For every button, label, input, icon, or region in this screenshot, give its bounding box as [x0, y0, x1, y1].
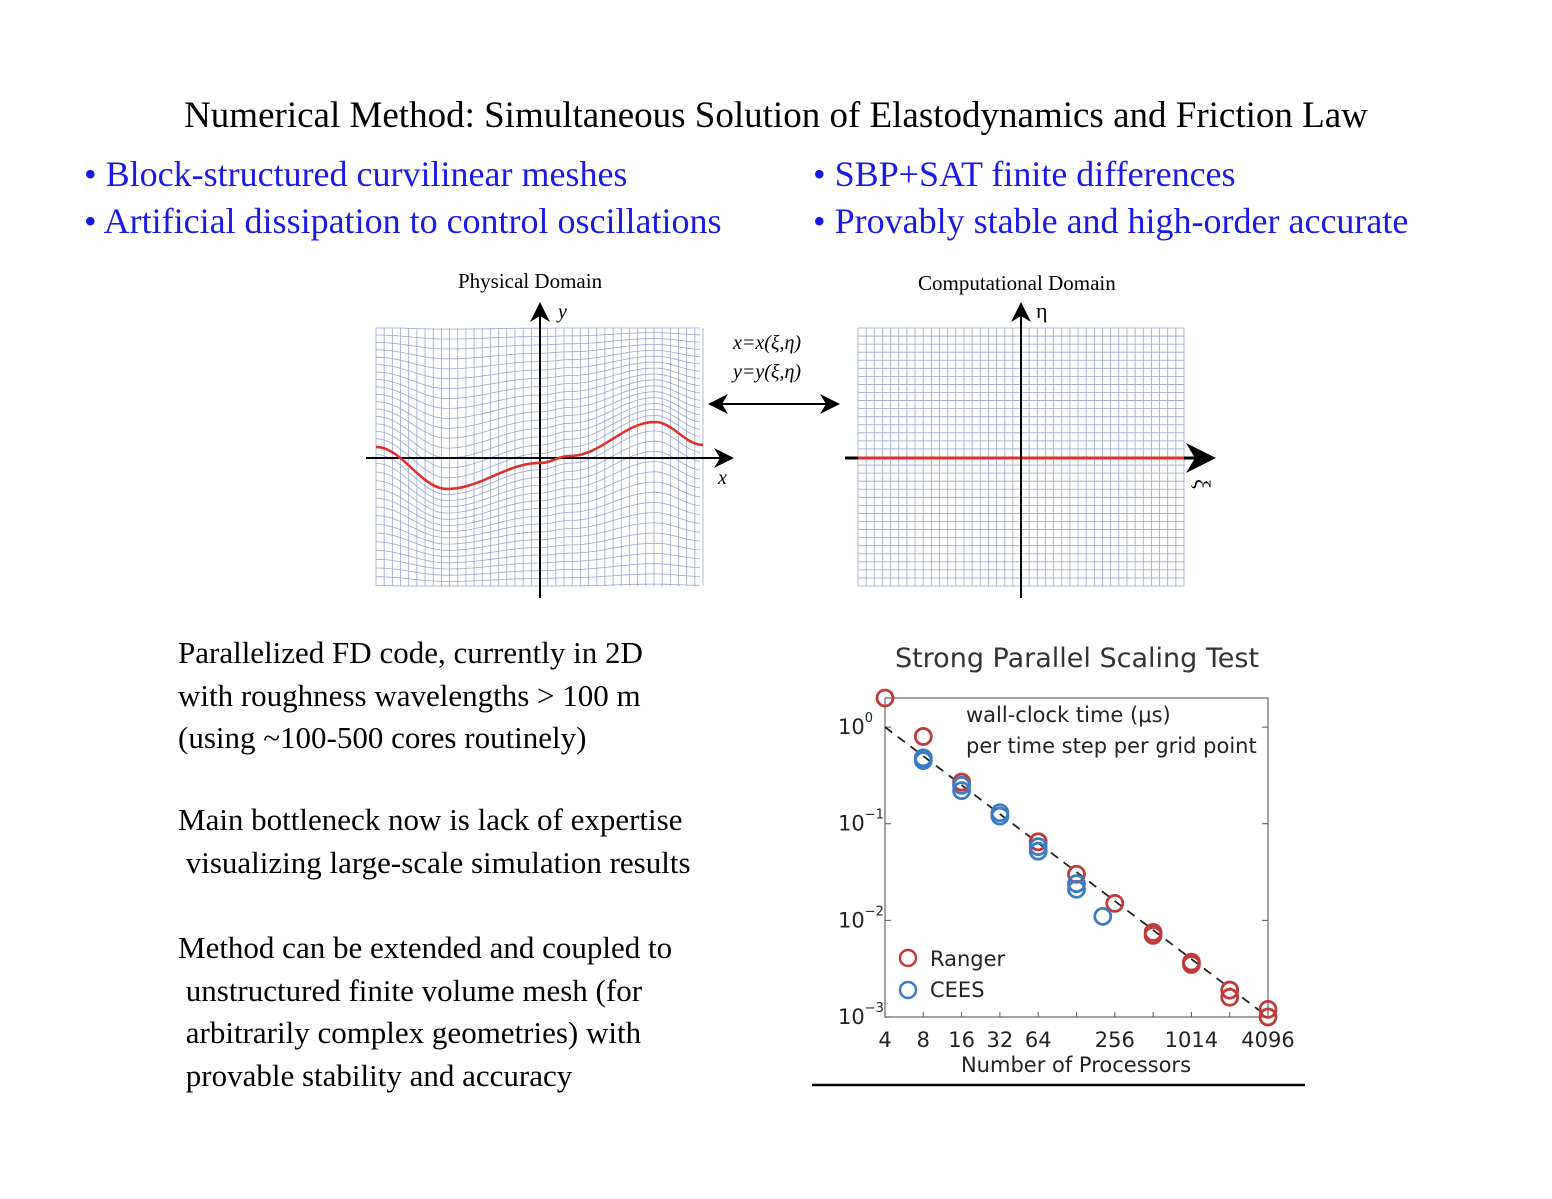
- point-cees: [1093, 906, 1113, 926]
- y-axis-label: y: [556, 301, 567, 323]
- grid-line-curvilinear: [376, 553, 701, 570]
- eta-axis-label: η: [1036, 298, 1048, 323]
- x-tick-label: 8: [917, 1028, 930, 1052]
- grid-line-curvilinear: [375, 338, 701, 350]
- xi-axis-label: ξ: [1190, 479, 1215, 489]
- y-tick-label: 10−2: [838, 904, 884, 932]
- grid-line-curvilinear: [375, 481, 701, 526]
- fit-line: [884, 726, 1269, 1018]
- grid-line-curvilinear: [375, 522, 701, 551]
- point-ranger: [913, 727, 933, 746]
- x-tick-label: 1014: [1165, 1028, 1218, 1052]
- legend-label-ranger: Ranger: [930, 947, 1006, 971]
- grid-line-curvilinear: [375, 344, 701, 360]
- grid-line-curvilinear: [376, 583, 700, 587]
- grid-line-curvilinear: [375, 430, 701, 495]
- grid-line-curvilinear: [376, 563, 701, 576]
- grid-line-curvilinear: [375, 450, 701, 508]
- grid-line-curvilinear: [375, 471, 701, 520]
- point-ranger: [1181, 955, 1201, 974]
- x-tick-label: 256: [1095, 1028, 1135, 1052]
- grid-line-curvilinear: [375, 391, 701, 439]
- physical-curvilinear-grid: [375, 327, 704, 587]
- bullet-sbp-sat: • SBP+SAT finite differences: [813, 154, 1236, 194]
- x-axis-label: x: [717, 467, 727, 489]
- grid-line-curvilinear: [375, 367, 701, 399]
- grid-line-curvilinear: [375, 349, 701, 370]
- x-tick-label: 16: [948, 1028, 975, 1052]
- bullet-stable: • Provably stable and high-order accurat…: [813, 201, 1409, 241]
- point-ranger: [1258, 999, 1278, 1019]
- grid-line-curvilinear: [375, 409, 701, 469]
- x-axis-title: Number of Processors: [961, 1053, 1191, 1077]
- grid-line-curvilinear: [375, 414, 701, 479]
- point-ranger: [875, 688, 895, 708]
- point-ranger: [1105, 893, 1125, 913]
- point-cees: [913, 751, 933, 771]
- mapping-y: y=y(ξ,η): [731, 361, 801, 383]
- paragraph-parallel-code: Parallelized FD code, currently in 2D wi…: [178, 635, 643, 755]
- grid-line-curvilinear: [375, 532, 701, 557]
- y-tick-label: 10−1: [838, 808, 884, 836]
- point-ranger: [1143, 925, 1163, 945]
- grid-line-curvilinear: [376, 542, 701, 564]
- scaling-chart: Strong Parallel Scaling Test 4 8 16 32 64 256…: [812, 643, 1305, 1087]
- grid-line-curvilinear: [375, 491, 701, 533]
- chart-title: Strong Parallel Scaling Test: [895, 643, 1259, 674]
- x-tick-label: 4: [878, 1028, 891, 1052]
- annotation-line-2: per time step per grid point: [966, 734, 1257, 758]
- grid-line-curvilinear: [376, 327, 700, 330]
- grid-line-curvilinear: [375, 440, 701, 502]
- paragraph-bottleneck: Main bottleneck now is lack of expertise…: [178, 802, 691, 880]
- mesh-diagram: y x η ξ x=x(ξ,η) y=y(ξ,η): [366, 298, 1216, 598]
- grid-line-curvilinear: [375, 361, 701, 389]
- paragraph-extension: Method can be extended and coupled to un…: [178, 930, 673, 1093]
- legend-marker-ranger: [898, 948, 918, 968]
- grid-line-curvilinear: [376, 332, 701, 340]
- point-cees: [952, 781, 972, 801]
- bullet-meshes: • Block-structured curvilinear meshes: [84, 154, 628, 194]
- legend-marker-cees: [898, 980, 918, 1000]
- computational-domain-title: Computational Domain: [918, 271, 1116, 295]
- point-ranger: [1258, 1007, 1278, 1027]
- grid-line-curvilinear: [375, 355, 701, 380]
- point-cees: [990, 806, 1010, 826]
- bullet-dissipation: • Artificial dissipation to control osci…: [84, 201, 722, 241]
- grid-line-curvilinear: [375, 397, 701, 449]
- point-ranger: [1220, 980, 1240, 1000]
- fault-curve-physical: [375, 420, 704, 491]
- annotation-line-1: wall-clock time (μs): [966, 703, 1171, 727]
- point-cees: [1067, 874, 1086, 894]
- y-tick-label: 100: [838, 711, 873, 739]
- x-tick-label: 32: [987, 1028, 1014, 1052]
- grid-line-curvilinear: [375, 385, 701, 429]
- grid-line-curvilinear: [375, 403, 701, 459]
- x-tick-label: 4096: [1241, 1028, 1294, 1052]
- grid-line-curvilinear: [375, 512, 701, 545]
- point-cees: [1067, 879, 1086, 899]
- point-ranger: [1220, 987, 1240, 1007]
- x-tick-label: 64: [1025, 1028, 1052, 1052]
- legend-label-cees: CEES: [930, 978, 985, 1002]
- grid-line-curvilinear: [375, 379, 701, 419]
- physical-domain-title: Physical Domain: [458, 269, 603, 293]
- grid-line-curvilinear: [376, 573, 701, 582]
- slide-title: Numerical Method: Simultaneous Solution …: [184, 95, 1368, 136]
- y-tick-label: 10−3: [838, 1001, 884, 1029]
- point-cees: [1028, 841, 1048, 861]
- grid-line-curvilinear: [375, 373, 701, 409]
- grid-line-curvilinear: [375, 501, 701, 539]
- point-cees: [952, 775, 972, 795]
- mapping-x: x=x(ξ,η): [732, 332, 801, 354]
- grid-line-curvilinear: [375, 461, 701, 514]
